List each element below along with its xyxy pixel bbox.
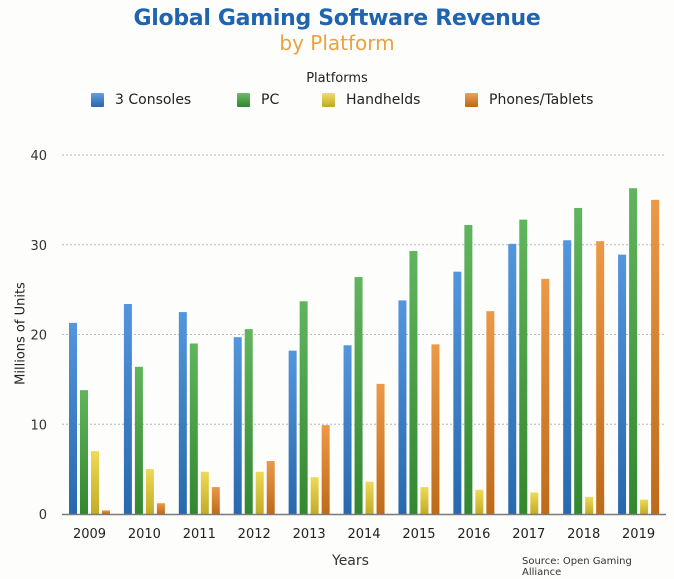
x-tick-label: 2013 (293, 527, 326, 542)
chart-subtitle: by Platform (279, 31, 395, 55)
x-tick-label: 2010 (128, 527, 161, 542)
bar-3-consoles-2019 (618, 254, 627, 514)
y-tick-label: 10 (30, 418, 47, 433)
legend-swatch-pc (237, 93, 250, 107)
bar-3-consoles-2016 (453, 271, 462, 514)
legend-item-pc: PC (237, 92, 279, 108)
y-tick-label: 0 (39, 508, 47, 523)
bar-phones-tablets-2019 (651, 199, 660, 514)
bar-handhelds-2019 (640, 499, 649, 514)
bar-pc-2015 (409, 251, 418, 514)
legend-swatch-consoles (91, 93, 104, 107)
bar-phones-tablets-2013 (321, 425, 330, 514)
bar-handhelds-2012 (255, 471, 264, 514)
bar-pc-2010 (134, 366, 143, 514)
legend-item-handhelds: Handhelds (322, 92, 420, 108)
bar-pc-2013 (299, 301, 308, 514)
x-tick-label: 2014 (347, 527, 380, 542)
x-tick-label: 2009 (73, 527, 106, 542)
source-note: Source: Open Gaming Alliance (522, 556, 632, 578)
chart-title: Global Gaming Software Revenue (133, 6, 541, 31)
bar-3-consoles-2018 (563, 240, 572, 514)
legend-item-consoles: 3 Consoles (91, 92, 191, 108)
bar-handhelds-2011 (200, 471, 209, 514)
bar-pc-2009 (80, 390, 88, 514)
bar-pc-2011 (189, 343, 198, 514)
bar-handhelds-2017 (530, 492, 539, 514)
bar-handhelds-2010 (145, 469, 154, 514)
bar-handhelds-2015 (420, 487, 429, 514)
bar-3-consoles-2011 (178, 312, 187, 514)
bar-handhelds-2009 (91, 451, 99, 514)
legend: 3 Consoles PC Handhelds Phones/Tablets (0, 92, 674, 112)
bar-phones-tablets-2016 (486, 311, 495, 514)
legend-label-consoles: 3 Consoles (115, 92, 192, 108)
x-tick-label: 2017 (512, 527, 545, 542)
bar-phones-tablets-2017 (541, 278, 550, 514)
y-tick-labels: 0 10 20 30 40 (30, 149, 47, 523)
x-tick-labels: 2009 2010 2011 2012 2013 2014 2015 2016 2017 2018… (73, 527, 655, 542)
bar-pc-2014 (354, 277, 363, 514)
bar-3-consoles-2013 (288, 350, 297, 514)
gridlines (62, 154, 666, 425)
bar-3-consoles-2009 (69, 322, 77, 514)
bar-phones-tablets-2012 (266, 461, 275, 514)
bar-phones-tablets-2009 (102, 510, 110, 514)
x-tick-label: 2018 (567, 527, 600, 542)
bar-phones-tablets-2015 (431, 344, 440, 514)
bar-handhelds-2018 (585, 496, 594, 514)
bar-3-consoles-2017 (508, 243, 517, 515)
bar-3-consoles-2015 (398, 300, 407, 514)
x-tick-label: 2015 (402, 527, 435, 542)
bar-pc-2019 (629, 188, 638, 514)
bar-pc-2018 (574, 207, 583, 514)
y-tick-label: 30 (30, 239, 47, 254)
x-axis-label: Years (332, 553, 369, 569)
bar-phones-tablets-2010 (156, 503, 165, 514)
bar-pc-2017 (519, 219, 528, 514)
legend-swatch-phones-tablets (465, 93, 478, 107)
bar-handhelds-2013 (310, 477, 319, 514)
bar-3-consoles-2012 (233, 337, 242, 514)
x-tick-label: 2019 (622, 527, 655, 542)
bar-phones-tablets-2014 (376, 383, 385, 514)
y-tick-label: 40 (30, 149, 47, 164)
legend-title: Platforms (306, 71, 368, 86)
bar-handhelds-2016 (475, 489, 484, 514)
bar-3-consoles-2010 (123, 303, 132, 514)
bar-pc-2012 (244, 329, 253, 514)
bar-phones-tablets-2011 (211, 487, 220, 514)
bars (69, 188, 660, 515)
bar-handhelds-2014 (365, 481, 374, 514)
x-tick-label: 2012 (238, 527, 271, 542)
y-tick-label: 20 (30, 329, 47, 344)
bar-pc-2016 (464, 225, 473, 514)
bar-3-consoles-2014 (343, 345, 352, 514)
legend-label-phones-tablets: Phones/Tablets (489, 92, 594, 108)
legend-label-handhelds: Handhelds (346, 92, 421, 108)
x-tick-label: 2011 (183, 527, 216, 542)
legend-label-pc: PC (261, 92, 280, 108)
x-tick-label: 2016 (457, 527, 490, 542)
legend-swatch-handhelds (322, 93, 335, 107)
bar-phones-tablets-2018 (596, 241, 605, 514)
legend-item-phones-tablets: Phones/Tablets (465, 92, 593, 108)
